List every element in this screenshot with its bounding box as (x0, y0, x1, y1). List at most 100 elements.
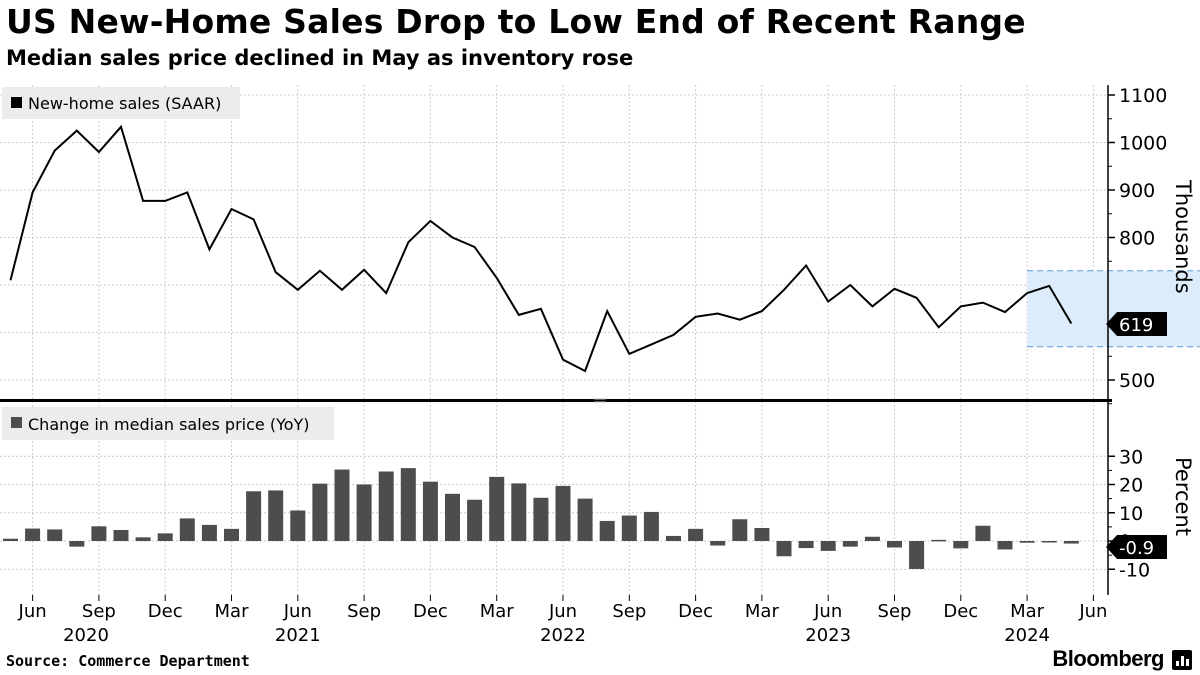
x-tick-label: Sep (612, 601, 646, 622)
x-tick-label: Jun (283, 601, 312, 622)
bar (842, 541, 858, 547)
bar (931, 539, 947, 542)
bar (312, 483, 328, 541)
bar (621, 515, 637, 541)
last-value-price-text: -0.9 (1119, 538, 1154, 559)
bar (887, 541, 902, 548)
bar (953, 541, 969, 549)
bar (268, 490, 284, 541)
y-tick-label-top: 900 (1119, 180, 1155, 202)
x-tick-label: Dec (678, 601, 713, 622)
bar (997, 541, 1013, 550)
bar (732, 519, 748, 541)
chart-subtitle: Median sales price declined in May as in… (6, 46, 634, 70)
bloomberg-chart-icon (1172, 650, 1192, 670)
bar (666, 535, 681, 541)
x-year-label: 2021 (275, 625, 321, 646)
bar (224, 528, 239, 541)
y-tick-label-top: 1100 (1119, 85, 1167, 107)
bar (511, 483, 527, 541)
bar (864, 536, 880, 541)
y-tick-label-bottom: 10 (1119, 503, 1143, 525)
bar (643, 511, 659, 541)
bar (710, 541, 726, 546)
x-tick-label: Jun (813, 601, 842, 622)
source-note: Source: Commerce Department (6, 652, 250, 670)
x-tick-label: Dec (413, 601, 448, 622)
bar (1041, 541, 1057, 543)
last-value-price: -0.9 (1106, 535, 1167, 559)
x-tick-label: Mar (215, 601, 250, 622)
bar (400, 468, 416, 541)
y-tick-label-bottom: -10 (1119, 559, 1150, 581)
bar (422, 481, 438, 541)
x-tick-label: Mar (480, 601, 515, 622)
legend-top-box (2, 87, 240, 119)
bar (157, 533, 173, 541)
bar (179, 518, 195, 541)
bar (91, 526, 107, 541)
legend-bottom-swatch (11, 417, 22, 428)
bar (754, 528, 770, 541)
bar (975, 525, 991, 541)
x-tick-label: Sep (878, 601, 912, 622)
bar (489, 476, 505, 541)
x-tick-label: Mar (745, 601, 780, 622)
y-tick-label-top: 800 (1119, 228, 1155, 250)
x-tick-label: Jun (548, 601, 577, 622)
bar (334, 469, 350, 541)
last-value-sales: 619 (1106, 312, 1167, 336)
bar (3, 538, 18, 541)
bar (201, 524, 217, 541)
legend-top-label: New-home sales (SAAR) (28, 94, 221, 113)
sales-line (9, 124, 1073, 373)
legend-top-swatch (11, 97, 22, 108)
x-year-label: 2020 (63, 625, 109, 646)
bar (445, 493, 460, 541)
y-tick-label-bottom: 30 (1119, 446, 1143, 468)
x-tick-label: Jun (18, 601, 47, 622)
legend-bottom-box (2, 407, 334, 440)
bar (1063, 541, 1079, 544)
bar (135, 537, 151, 541)
x-tick-label: Sep (347, 601, 381, 622)
x-tick-label: Dec (943, 601, 978, 622)
legend-bottom-label: Change in median sales price (YoY) (28, 415, 310, 434)
chart-title: US New-Home Sales Drop to Low End of Rec… (6, 2, 1026, 41)
bar (909, 541, 925, 569)
x-tick-label: Sep (82, 601, 116, 622)
range-band (1027, 270, 1200, 347)
x-year-label: 2024 (1004, 625, 1050, 646)
x-tick-label: Jun (1078, 601, 1107, 622)
last-value-price-box (1106, 535, 1167, 559)
bar (290, 510, 306, 541)
y-tick-label-top: 1000 (1119, 133, 1167, 155)
bar (356, 484, 372, 541)
y-axis-title-top: Thousands (1171, 179, 1195, 294)
bloomberg-logo: Bloomberg (1052, 646, 1164, 671)
bar (246, 491, 262, 541)
bar (555, 485, 571, 541)
x-year-label: 2022 (540, 625, 586, 646)
bar (577, 498, 593, 541)
bar (776, 541, 792, 557)
bar (798, 541, 814, 549)
y-tick-label-top: 500 (1119, 370, 1155, 392)
bar (533, 497, 549, 541)
bar (599, 520, 615, 541)
x-year-label: 2023 (805, 625, 851, 646)
bar (113, 529, 129, 541)
bar (1019, 541, 1035, 543)
bar (378, 471, 394, 541)
y-tick-label-bottom: 20 (1119, 475, 1143, 497)
y-axis-title-bottom: Percent (1171, 457, 1195, 536)
bar (25, 528, 41, 541)
last-value-sales-box (1106, 312, 1167, 336)
bar (820, 541, 836, 551)
x-tick-label: Mar (1010, 601, 1045, 622)
bar (688, 528, 704, 541)
bar (69, 541, 85, 547)
bar (467, 499, 483, 541)
bar (47, 529, 63, 541)
